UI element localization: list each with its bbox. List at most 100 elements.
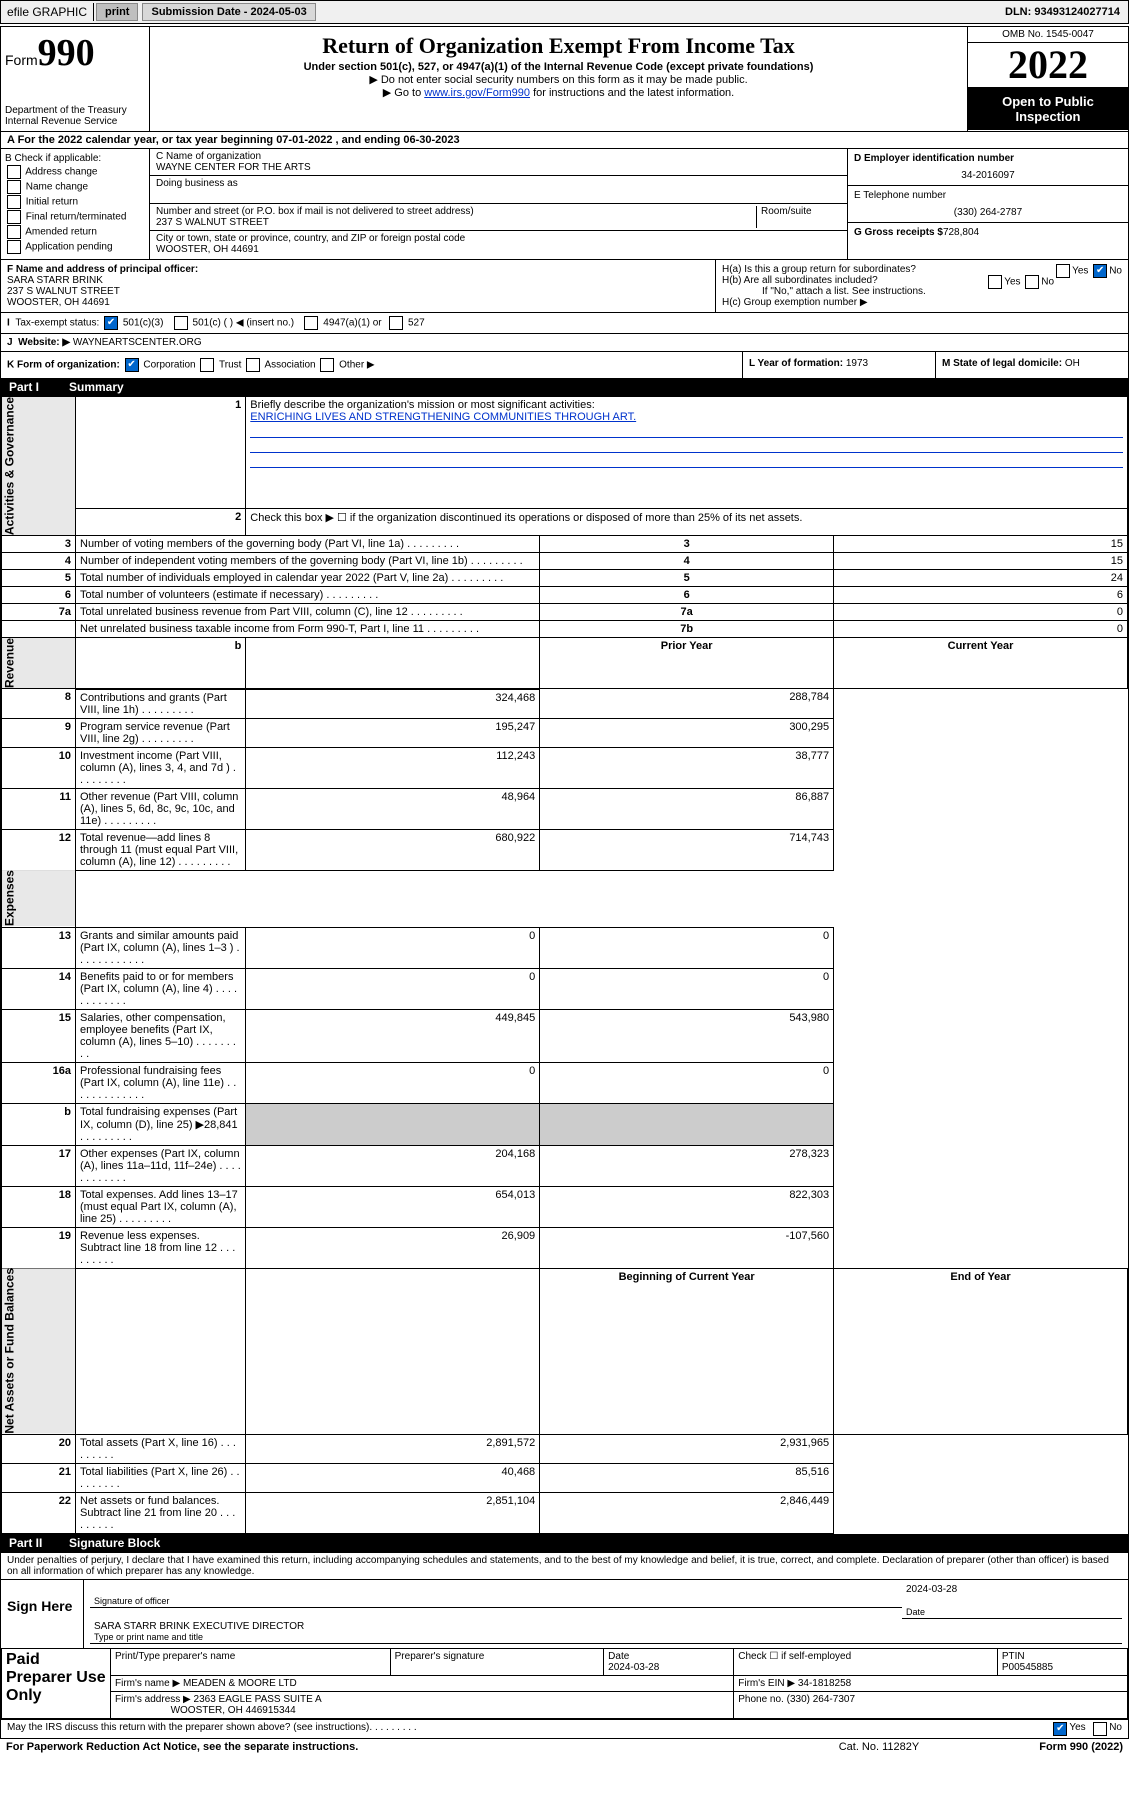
colb-checkbox[interactable]	[7, 180, 21, 194]
hb-label: H(b) Are all subordinates included?	[722, 275, 878, 286]
print-button[interactable]: print	[96, 3, 138, 21]
ha-yes-checkbox[interactable]	[1056, 264, 1070, 278]
street-value: 237 S WALNUT STREET	[156, 217, 756, 228]
firm-name: MEADEN & MOORE LTD	[183, 1678, 297, 1689]
line-1-num: 1	[76, 397, 246, 509]
sig-name-label: Type or print name and title	[90, 1632, 1122, 1644]
line-box: 7b	[540, 621, 834, 638]
sig-name: SARA STARR BRINK EXECUTIVE DIRECTOR	[90, 1619, 1122, 1632]
line-num: 3	[2, 536, 76, 553]
curr-val: 2,846,449	[540, 1493, 834, 1534]
line-val: 0	[834, 604, 1128, 621]
curr-val: 278,323	[540, 1145, 834, 1186]
line-val: 24	[834, 570, 1128, 587]
colb-checkbox[interactable]	[7, 165, 21, 179]
opt-4947: 4947(a)(1) or	[323, 318, 381, 329]
line-num: 13	[2, 927, 76, 968]
ha-no-checkbox[interactable]: ✔	[1093, 264, 1107, 278]
col-h: H(a) Is this a group return for subordin…	[715, 260, 1128, 312]
line-text: Total expenses. Add lines 13–17 (must eq…	[76, 1186, 246, 1227]
line-num: b	[2, 1103, 76, 1145]
dln-label: DLN: 93493124027714	[997, 4, 1128, 20]
hb-yes-checkbox[interactable]	[988, 275, 1002, 289]
curr-val: 543,980	[540, 1009, 834, 1062]
curr-val: 0	[540, 927, 834, 968]
4947-checkbox[interactable]	[304, 316, 318, 330]
omb-number: OMB No. 1545-0047	[968, 27, 1128, 43]
colb-checkbox[interactable]	[7, 225, 21, 239]
mission-link[interactable]: ENRICHING LIVES AND STRENGTHENING COMMUN…	[250, 411, 636, 423]
trust-checkbox[interactable]	[200, 358, 214, 372]
assoc-checkbox[interactable]	[246, 358, 260, 372]
website-value: WAYNEARTSCENTER.ORG	[73, 337, 202, 348]
discuss-yes-checkbox[interactable]: ✔	[1053, 1722, 1067, 1736]
officer-sig-field[interactable]: Signature of officer	[90, 1584, 902, 1608]
colb-checkbox[interactable]	[7, 210, 21, 224]
dba-label: Doing business as	[156, 178, 841, 189]
line-text: Other revenue (Part VIII, column (A), li…	[76, 788, 246, 829]
header-mid: Return of Organization Exempt From Incom…	[150, 27, 967, 131]
line-num: 10	[2, 747, 76, 788]
hb-no-checkbox[interactable]	[1025, 275, 1039, 289]
prior-val: 680,922	[246, 829, 540, 870]
row-l: L Year of formation: 1973	[742, 352, 935, 378]
line-text: Number of voting members of the governin…	[76, 536, 540, 553]
submission-date-button[interactable]: Submission Date - 2024-05-03	[142, 3, 315, 21]
subtitle-1: Under section 501(c), 527, or 4947(a)(1)…	[158, 61, 959, 73]
prior-val: 195,247	[246, 718, 540, 747]
line-val: 6	[834, 587, 1128, 604]
prior-val: 0	[246, 1062, 540, 1103]
row-a-tax-year: A For the 2022 calendar year, or tax yea…	[1, 132, 1128, 149]
line-text: Total unrelated business revenue from Pa…	[76, 604, 540, 621]
501c-checkbox[interactable]	[174, 316, 188, 330]
discuss-no-checkbox[interactable]	[1093, 1722, 1107, 1736]
hdr-curr: Current Year	[834, 638, 1128, 689]
header-right: OMB No. 1545-0047 2022 Open to Public In…	[967, 27, 1128, 131]
line-text: Investment income (Part VIII, column (A)…	[76, 747, 246, 788]
part2-header: Part II Signature Block	[1, 1534, 1128, 1552]
firm-phone-cell: Phone no. (330) 264-7307	[734, 1692, 1128, 1719]
city-label: City or town, state or province, country…	[156, 233, 841, 244]
firm-ein-label: Firm's EIN ▶	[738, 1678, 795, 1689]
phone-box: E Telephone number (330) 264-2787	[848, 186, 1128, 223]
line-num: 20	[2, 1435, 76, 1464]
colb-checkbox[interactable]	[7, 195, 21, 209]
goto-post: for instructions and the latest informat…	[530, 87, 734, 99]
irs-link[interactable]: www.irs.gov/Form990	[424, 87, 530, 99]
line-num: 7a	[2, 604, 76, 621]
line-text: Program service revenue (Part VIII, line…	[76, 718, 246, 747]
colb-checkbox[interactable]	[7, 240, 21, 254]
mission-line-1	[250, 425, 1123, 438]
paperwork-notice: For Paperwork Reduction Act Notice, see …	[6, 1741, 358, 1753]
form-word: Form	[5, 52, 38, 68]
col-d: D Employer identification number 34-2016…	[847, 149, 1128, 259]
header-left: Form990 Department of the Treasury Inter…	[1, 27, 150, 131]
goto-pre: ▶ Go to	[383, 87, 424, 99]
part1-name: Summary	[69, 380, 124, 394]
hc-label: H(c) Group exemption number ▶	[722, 297, 1122, 308]
501c3-checkbox[interactable]: ✔	[104, 316, 118, 330]
line-text: Total liabilities (Part X, line 26)	[76, 1464, 246, 1493]
prep-h1: Print/Type preparer's name	[111, 1649, 391, 1676]
other-checkbox[interactable]	[320, 358, 334, 372]
line-box: 5	[540, 570, 834, 587]
net-spacer2	[246, 1268, 540, 1435]
ein-box: D Employer identification number 34-2016…	[848, 149, 1128, 186]
colb-item: Amended return	[5, 225, 145, 239]
gross-label: G Gross receipts $	[854, 227, 943, 238]
discuss-row: May the IRS discuss this return with the…	[1, 1719, 1128, 1738]
prep-h2: Preparer's signature	[390, 1649, 604, 1676]
line-text: Total assets (Part X, line 16)	[76, 1435, 246, 1464]
line-val: 15	[834, 553, 1128, 570]
527-checkbox[interactable]	[389, 316, 403, 330]
prior-val	[246, 1103, 540, 1145]
firm-ein-cell: Firm's EIN ▶ 34-1818258	[734, 1676, 1128, 1692]
corp-checkbox[interactable]: ✔	[125, 358, 139, 372]
curr-val: 714,743	[540, 829, 834, 870]
ha-row: H(a) Is this a group return for subordin…	[722, 264, 1122, 275]
form-title: Return of Organization Exempt From Incom…	[158, 33, 959, 59]
sig-fields: Signature of officer 2024-03-28 Date SAR…	[84, 1580, 1128, 1648]
line-text: Benefits paid to or for members (Part IX…	[76, 968, 246, 1009]
prep-date-cell: Date2024-03-28	[604, 1649, 734, 1676]
subtitle-3: ▶ Go to www.irs.gov/Form990 for instruct…	[158, 86, 959, 99]
